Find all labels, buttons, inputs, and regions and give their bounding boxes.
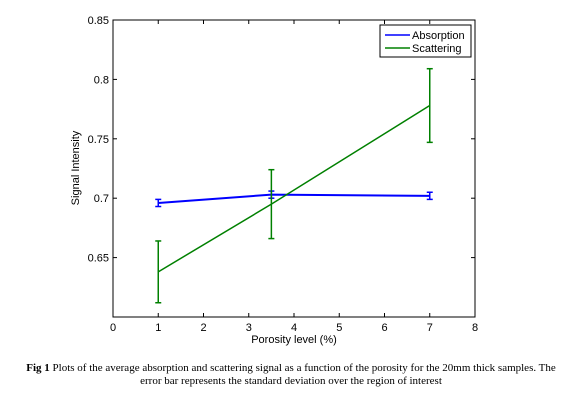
legend-label-absorption: Absorption (412, 30, 465, 42)
y-tick-label: 0.8 (94, 74, 109, 86)
x-tick-label: 7 (427, 322, 433, 334)
legend-box (379, 24, 472, 58)
y-tick-label: 0.85 (88, 15, 109, 27)
plot-area (112, 19, 476, 318)
caption-label: Fig 1 (26, 362, 50, 374)
x-tick-label: 0 (110, 322, 116, 334)
x-tick-label: 3 (246, 322, 252, 334)
error-bar-scattering (426, 67, 433, 144)
y-tick-label: 0.65 (88, 253, 109, 265)
chart: 0 1 2 3 4 5 6 7 8 0.65 0.7 0.75 0.8 0.85 Porosity lev… (70, 15, 478, 346)
error-bar-scattering (155, 240, 162, 304)
figure-caption: Fig 1 Plots of the average absorption an… (20, 362, 562, 388)
legend: Absorption Scattering (379, 24, 472, 58)
legend-label-scattering: Scattering (412, 43, 462, 55)
caption-text: Plots of the average absorption and scat… (52, 362, 556, 387)
x-tick-label: 2 (200, 322, 206, 334)
x-tick-label: 4 (291, 322, 297, 334)
error-bar-absorption (426, 191, 433, 201)
error-bar-scattering (268, 168, 275, 240)
x-tick-label: 1 (155, 322, 161, 334)
x-tick-label: 5 (336, 322, 342, 334)
y-axis-label: Signal Intensity (70, 130, 82, 205)
x-tick-label: 8 (472, 322, 478, 334)
x-axis-label: Porosity level (%) (251, 334, 337, 346)
x-tick-label: 6 (381, 322, 387, 334)
error-bar-absorption (155, 198, 162, 208)
y-tick-label: 0.7 (94, 193, 109, 205)
y-tick-label: 0.75 (88, 134, 109, 146)
